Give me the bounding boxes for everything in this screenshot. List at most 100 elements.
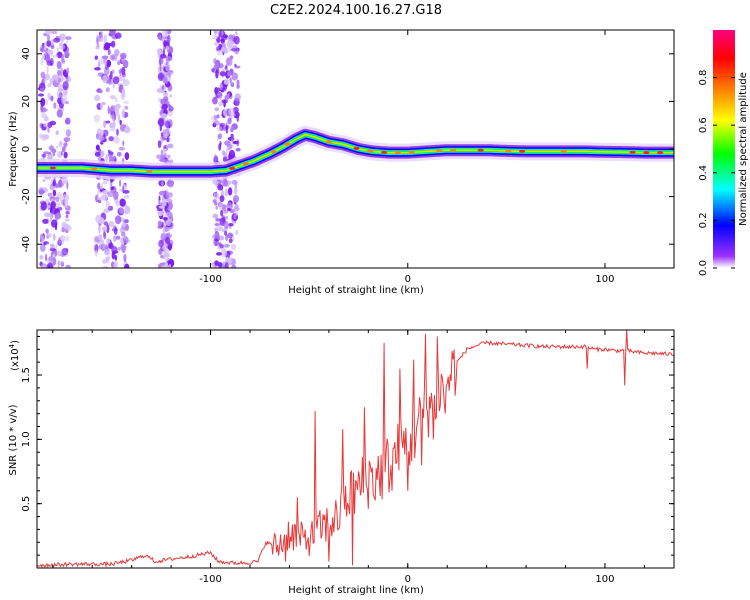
noise-blob [159,54,167,59]
noise-blob [165,188,169,195]
noise-blob [216,252,222,256]
noise-blob [159,63,162,72]
noise-blob [53,102,57,109]
noise-blob [50,219,58,228]
noise-blob [94,55,99,60]
noise-blob [235,31,238,35]
noise-blob [124,263,130,268]
noise-blob [219,96,223,101]
noise-blob [100,31,103,37]
colorbar-tick-label: 0.4 [698,165,709,181]
noise-blob [228,238,233,244]
noise-blob [236,114,239,122]
noise-blob [98,58,105,65]
noise-blob [40,57,44,66]
noise-blob [232,195,240,203]
spectrogram-xlabel: Height of straight line (km) [288,285,424,296]
noise-blob [227,232,233,239]
noise-blob [226,39,234,49]
noise-blob [102,180,108,185]
colorbar-tick-label: 0.8 [698,70,709,86]
spectrogram-ylabel: Frequency (Hz) [8,111,19,187]
noise-blob [65,214,69,218]
noise-blob [214,62,222,69]
noise-blob [96,43,100,48]
noise-blob [115,235,121,240]
noise-blob [56,109,63,118]
noise-blob [96,34,100,39]
noise-blob [51,30,58,35]
ridge-peak [643,151,650,155]
ridge-peak [367,149,374,153]
noise-blob [40,97,46,107]
noise-blob [219,83,223,91]
snr-multiplier: (x104) [8,340,21,371]
noise-blob [43,134,50,140]
noise-blob [61,180,68,184]
noise-blob [65,225,72,231]
noise-blob [233,36,236,43]
noise-blob [233,186,238,195]
noise-blob [103,221,109,226]
noise-blob [214,153,217,163]
noise-blob [107,105,110,115]
noise-blob [61,59,66,64]
noise-blob [117,60,121,66]
noise-blob [161,89,165,94]
colorbar-ticks: 0.0 0.2 0.4 0.6 0.8 [698,70,735,276]
noise-blob [109,95,116,100]
noise-blob [168,191,172,201]
noise-blob [103,34,107,44]
noise-blob [56,47,59,52]
noise-blob [47,262,53,268]
snr-frame [36,329,675,569]
noise-blob [223,204,227,208]
noise-blob [229,77,232,84]
noise-blob [225,216,229,220]
noise-blob [163,91,169,98]
noise-blob [44,212,51,218]
noise-blob [58,212,61,217]
noise-blob [94,151,101,157]
noise-blob [160,255,164,259]
noise-blob [62,81,69,91]
noise-blob [213,115,217,121]
noise-blob [108,151,114,155]
noise-blob [94,244,99,253]
noise-blob [114,97,118,103]
noise-blob [65,248,69,252]
noise-blob [236,83,240,89]
noise-blob [114,32,122,39]
noise-blob [122,186,125,194]
colorbar-gradient [713,30,735,268]
noise-blob [46,40,52,47]
noise-blob [102,129,109,137]
noise-blob [93,114,101,123]
noise-blob [102,259,107,264]
noise-blob [56,61,62,69]
noise-blob [216,232,220,240]
noise-blob [39,255,44,260]
x-tick-label: 0 [405,274,411,285]
noise-blob [65,101,69,105]
noise-blob [216,30,220,35]
svg-text:(x104): (x104) [8,340,21,371]
noise-blob [118,146,125,151]
noise-blob [98,217,105,225]
noise-blob [121,231,126,237]
noise-blob [168,264,171,268]
noise-blob [234,65,241,69]
noise-blob [47,34,50,42]
noise-blob [221,215,226,224]
noise-blob [122,189,130,194]
noise-blob [217,184,224,191]
ridge-peak [91,167,98,171]
noise-blob [213,120,220,126]
noise-blob [215,205,219,210]
noise-blob [40,243,46,252]
noise-blob [222,125,227,131]
noise-blob [223,78,230,85]
noise-blob [66,76,69,82]
noise-blob [168,212,173,220]
noise-blob [95,144,100,151]
